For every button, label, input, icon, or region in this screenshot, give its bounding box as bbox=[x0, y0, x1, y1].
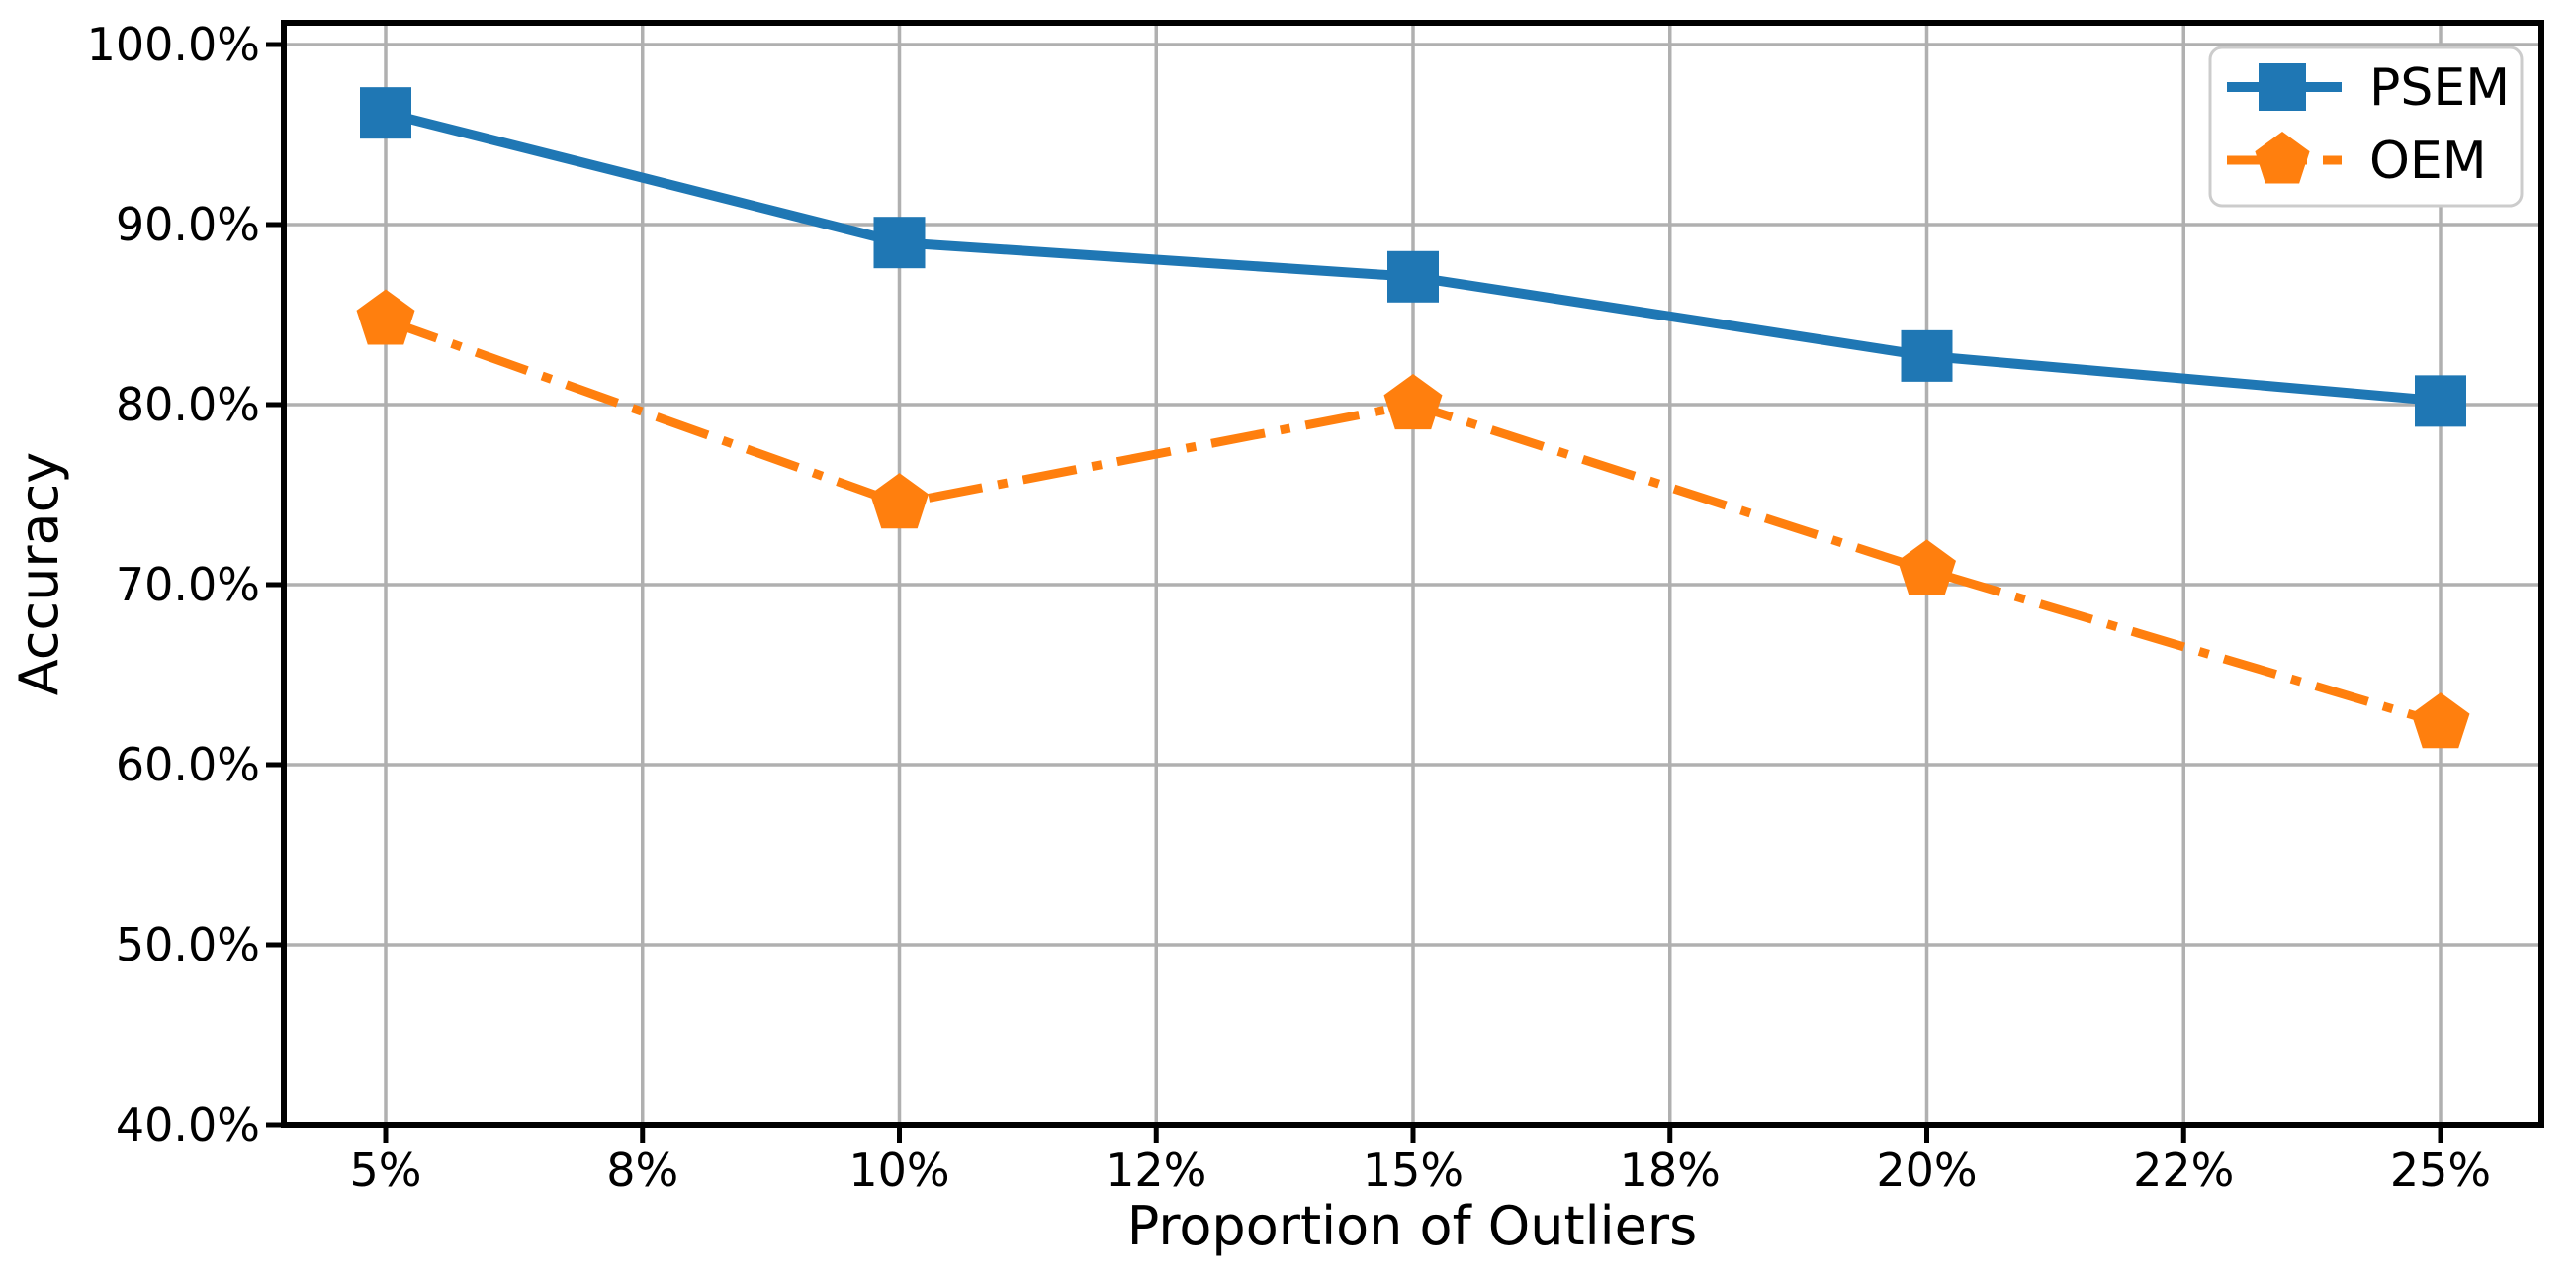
axis-ticks: 5% 8% 10% 12% 15% 18% 20% 22% 25% 40.0% 50.0% 60.0%… bbox=[87, 18, 2492, 1197]
y-tick-label: 60.0% bbox=[116, 738, 260, 791]
x-tick-label: 12% bbox=[1106, 1144, 1206, 1197]
series-oem-pentagon-marker bbox=[870, 473, 929, 529]
y-tick-label: 50.0% bbox=[116, 918, 260, 971]
y-tick-label: 100.0% bbox=[87, 18, 260, 71]
x-tick-label: 8% bbox=[606, 1144, 678, 1197]
x-tick-label: 20% bbox=[1876, 1144, 1977, 1197]
legend-oem-label: OEM bbox=[2369, 132, 2487, 191]
y-tick-label: 90.0% bbox=[116, 198, 260, 251]
series-psem-square-marker bbox=[873, 217, 926, 269]
y-tick-label: 40.0% bbox=[116, 1098, 260, 1151]
legend: PSEM OEM bbox=[2208, 46, 2524, 208]
series-oem-pentagon-marker bbox=[356, 289, 415, 345]
series-oem-pentagon-marker bbox=[1383, 374, 1443, 430]
x-tick-label: 18% bbox=[1620, 1144, 1721, 1197]
x-tick-label: 10% bbox=[848, 1144, 949, 1197]
series-psem-square-marker bbox=[1387, 250, 1439, 303]
x-tick-label: 22% bbox=[2133, 1144, 2234, 1197]
legend-psem-label: PSEM bbox=[2369, 58, 2510, 118]
y-tick-label: 70.0% bbox=[116, 558, 260, 611]
series-oem-pentagon-marker bbox=[2411, 692, 2470, 749]
series-psem-square-marker bbox=[360, 87, 411, 139]
series-oem-pentagon-marker bbox=[1898, 539, 1956, 595]
legend-psem-square-marker-icon bbox=[2259, 63, 2306, 111]
x-tick-label: 15% bbox=[1363, 1144, 1464, 1197]
series-psem-square-marker bbox=[1901, 329, 1953, 382]
x-tick-label: 5% bbox=[350, 1144, 422, 1197]
series-layer bbox=[356, 87, 2470, 749]
legend-oem-pentagon-marker-icon bbox=[2255, 132, 2310, 184]
x-axis-label: Proportion of Outliers bbox=[1127, 1195, 1697, 1257]
y-axis-label: Accuracy bbox=[8, 452, 70, 696]
x-tick-label: 25% bbox=[2390, 1144, 2491, 1197]
series-psem-square-marker bbox=[2415, 375, 2466, 427]
grid-layer bbox=[284, 23, 2541, 1127]
y-tick-label: 80.0% bbox=[116, 378, 260, 431]
